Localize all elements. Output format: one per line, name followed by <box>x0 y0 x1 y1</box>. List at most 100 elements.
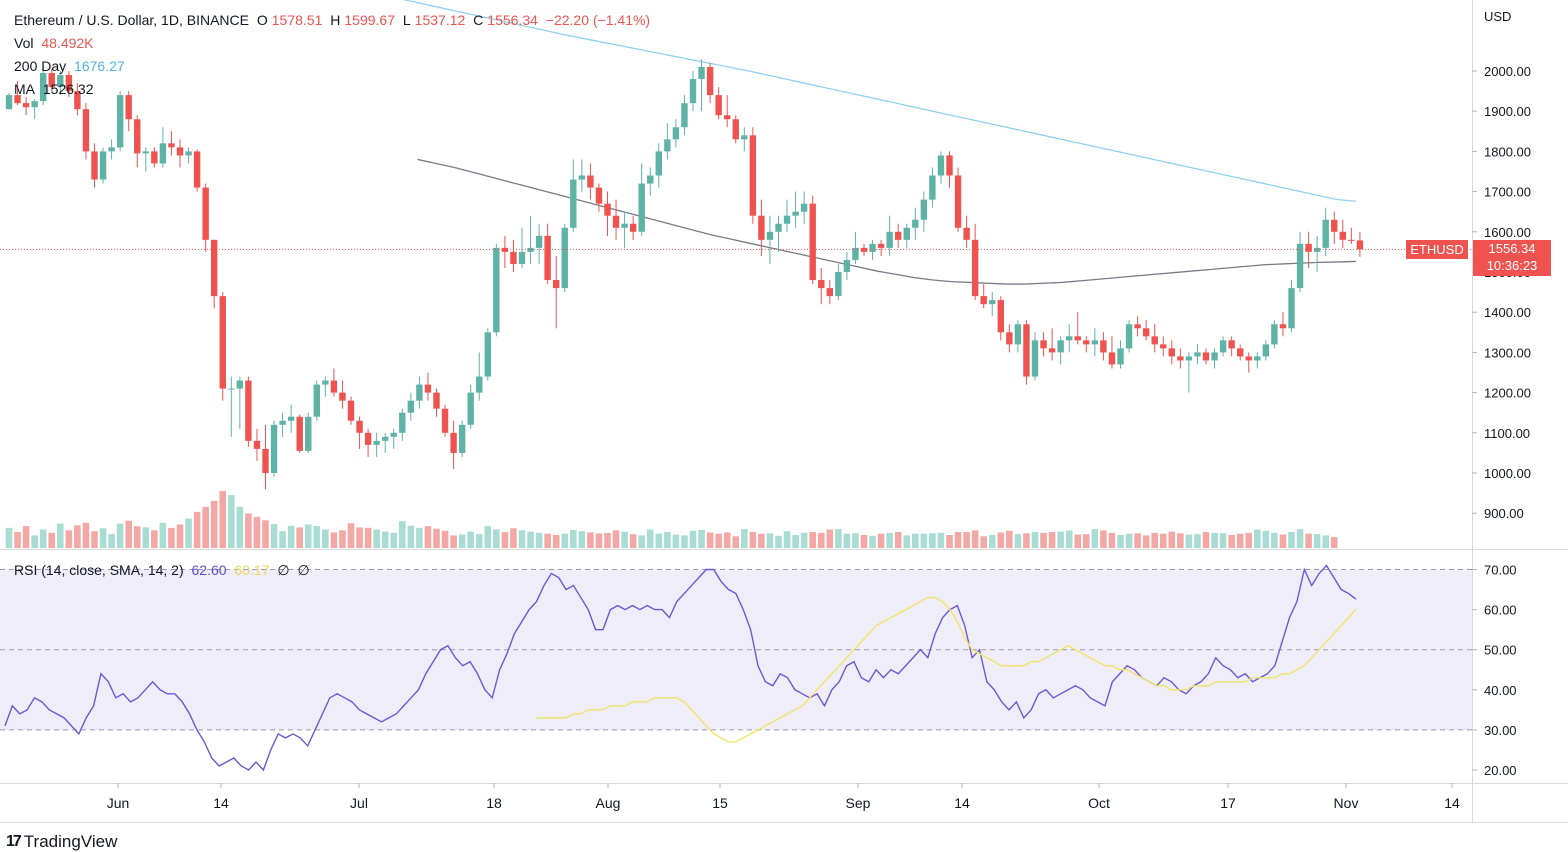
volume-bar <box>1168 531 1176 548</box>
volume-bar <box>937 532 945 548</box>
volume-bar <box>732 536 740 548</box>
volume-bar <box>988 534 996 548</box>
candle-body <box>638 183 645 232</box>
volume-bar <box>228 495 235 548</box>
volume-bar <box>1125 533 1133 548</box>
volume-bar <box>723 532 731 548</box>
volume-bar <box>852 533 859 548</box>
volume-value: 48.492K <box>41 35 94 51</box>
volume-bar <box>441 530 449 548</box>
volume-bar <box>304 524 312 548</box>
volume-bar <box>766 533 774 548</box>
main-legend: Ethereum / U.S. Dollar, 1D, BINANCE O 157… <box>14 12 654 28</box>
volume-bar <box>1254 529 1261 548</box>
volume-bar <box>997 532 1005 548</box>
candle-body <box>74 91 81 110</box>
volume-bar <box>698 529 705 548</box>
price-tick-label: 900.00 <box>1484 506 1524 521</box>
open-value: 1578.51 <box>271 12 323 28</box>
ma-value: 1526.32 <box>42 81 94 97</box>
candle-body <box>1262 344 1270 357</box>
rsi-tick-label: 20.00 <box>1484 763 1517 778</box>
candle-body <box>570 179 577 228</box>
close-label: C <box>473 12 484 28</box>
volume-bar <box>313 526 321 548</box>
currency-label[interactable]: USD <box>1484 9 1512 24</box>
rsi-tick-label: 60.00 <box>1484 603 1517 618</box>
candle-body <box>655 151 662 176</box>
candle-body <box>818 280 825 289</box>
volume-bar <box>1305 533 1312 548</box>
volume-bar <box>1048 532 1056 548</box>
volume-bar <box>775 535 782 548</box>
candle-body <box>843 259 851 272</box>
candle-body <box>989 300 996 305</box>
candle-body <box>706 66 714 96</box>
candle-body <box>142 151 149 154</box>
volume-bar <box>1031 532 1039 548</box>
volume-bar <box>399 521 406 548</box>
volume-bar <box>433 528 440 548</box>
candle-body <box>604 203 611 216</box>
volume-label: Vol <box>14 35 34 51</box>
candle-body <box>1211 352 1218 361</box>
candle-body <box>980 296 987 305</box>
candle-body <box>202 187 209 240</box>
volume-bar <box>706 532 714 548</box>
volume-bar <box>835 529 842 548</box>
candle-body <box>1006 332 1013 345</box>
candle-body <box>1100 340 1107 353</box>
volume-bar <box>14 532 21 548</box>
volume-bar <box>1023 533 1030 548</box>
volume-bar <box>535 532 543 548</box>
hide-icon[interactable]: ∅ <box>277 562 290 578</box>
rsi-line <box>4 564 1357 772</box>
volume-bar <box>792 534 799 548</box>
time-tick-label: Nov <box>1334 795 1359 811</box>
bar-countdown: 10:36:23 <box>1486 258 1538 273</box>
candle-body <box>1031 340 1039 377</box>
hide-icon[interactable]: ∅ <box>297 562 310 578</box>
volume-bar <box>920 533 928 548</box>
candle-body <box>1322 219 1329 248</box>
tradingview-brand[interactable]: 17 TradingView <box>6 832 117 852</box>
volume-bar <box>450 535 457 548</box>
volume-bar <box>1330 537 1338 548</box>
price-tick-label: 1800.00 <box>1484 144 1531 159</box>
candle-body <box>672 127 680 140</box>
volume-bar <box>664 532 671 548</box>
ma200-legend[interactable]: 200 Day 1676.27 <box>14 58 129 74</box>
ma-legend[interactable]: MA 1526.32 <box>14 81 98 97</box>
rsi-legend[interactable]: RSI (14, close, SMA, 14, 2) 62.60 60.17 … <box>14 562 314 579</box>
rsi-tick-label: 40.00 <box>1484 683 1517 698</box>
volume-bar <box>202 506 209 548</box>
volume-bar <box>210 500 218 548</box>
volume-bar <box>954 532 962 548</box>
candle-body <box>809 203 816 281</box>
volume-bar <box>570 529 577 548</box>
candle-body <box>1048 348 1056 353</box>
volume-legend[interactable]: Vol 48.492K <box>14 35 98 51</box>
candle-body <box>501 247 509 252</box>
ma-label: MA <box>14 81 35 97</box>
candle-body <box>749 135 757 216</box>
volume-bar <box>91 531 98 548</box>
price-tick-label: 1200.00 <box>1484 386 1531 401</box>
candle-body <box>629 223 637 232</box>
volume-bar <box>578 531 586 548</box>
volume-bar <box>176 524 184 548</box>
symbol-title[interactable]: Ethereum / U.S. Dollar, 1D, BINANCE <box>14 12 249 28</box>
candle-body <box>1066 336 1073 341</box>
candle-body <box>689 79 697 104</box>
time-tick-label: 18 <box>486 795 502 811</box>
brand-name: TradingView <box>23 832 118 851</box>
candle-body <box>741 135 748 140</box>
candle-body <box>193 151 201 188</box>
volume-bar <box>1065 530 1073 548</box>
candle-body <box>40 73 47 102</box>
candle-body <box>433 392 440 409</box>
volume-bar <box>108 534 115 548</box>
price-tick-label: 1000.00 <box>1484 466 1531 481</box>
volume-bar <box>1006 530 1013 548</box>
